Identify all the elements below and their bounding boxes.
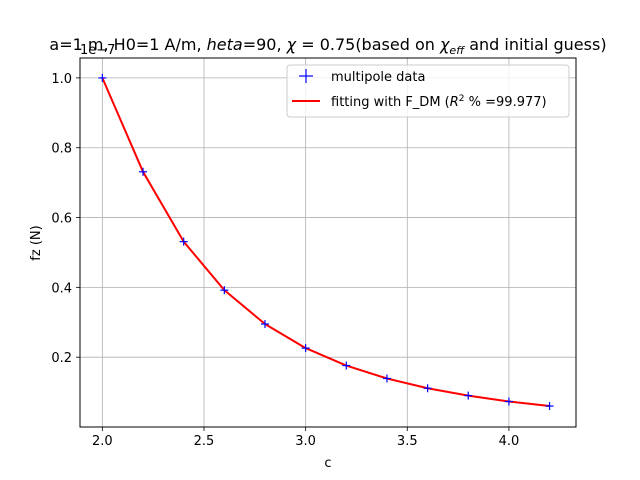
y-tick-label: 1.0 bbox=[51, 72, 72, 87]
x-tick-label: 2.5 bbox=[194, 434, 215, 449]
x-tick-label: 3.5 bbox=[397, 434, 418, 449]
x-tick-label: 4.0 bbox=[499, 434, 520, 449]
chart-title: a=1 m, H0=1 A/m, heta=90, χ = 0.75(based… bbox=[49, 35, 606, 57]
data-point bbox=[179, 237, 188, 246]
data-point bbox=[98, 73, 107, 82]
y-tick-label: 0.8 bbox=[51, 142, 72, 157]
y-tick-label: 0.4 bbox=[51, 281, 72, 296]
data-point bbox=[423, 384, 432, 393]
data-point bbox=[301, 344, 310, 353]
fit-line bbox=[101, 77, 550, 408]
data-point bbox=[220, 286, 229, 295]
x-axis-label: c bbox=[324, 456, 331, 471]
legend: multipole data fitting with F_DM (R2 % =… bbox=[286, 64, 570, 118]
plot-series bbox=[98, 73, 554, 411]
y-tick-label: 0.6 bbox=[51, 212, 72, 227]
data-point bbox=[504, 397, 513, 406]
x-tick-label: 2.0 bbox=[92, 434, 113, 449]
data-point bbox=[382, 374, 391, 383]
y-offset-text: 1e−7 bbox=[80, 43, 115, 58]
axes-frame bbox=[79, 57, 577, 428]
y-tick-label: 0.2 bbox=[51, 351, 72, 366]
ticks: 2.0 2.5 3.0 3.5 4.0 0.2 0.4 0.6 0.8 1.0 bbox=[51, 72, 519, 449]
y-axis-label: fz (N) bbox=[29, 225, 44, 260]
x-tick-label: 3.0 bbox=[295, 434, 316, 449]
data-point bbox=[464, 391, 473, 400]
legend-label-multipole: multipole data bbox=[331, 70, 425, 85]
data-point bbox=[342, 361, 351, 370]
data-point bbox=[260, 320, 269, 329]
data-point bbox=[545, 402, 554, 411]
legend-label-fitting: fitting with F_DM (R2 % =99.977) bbox=[331, 94, 547, 110]
data-point bbox=[139, 167, 148, 176]
legend-box bbox=[286, 64, 570, 118]
legend-marker-multipole bbox=[299, 69, 313, 83]
